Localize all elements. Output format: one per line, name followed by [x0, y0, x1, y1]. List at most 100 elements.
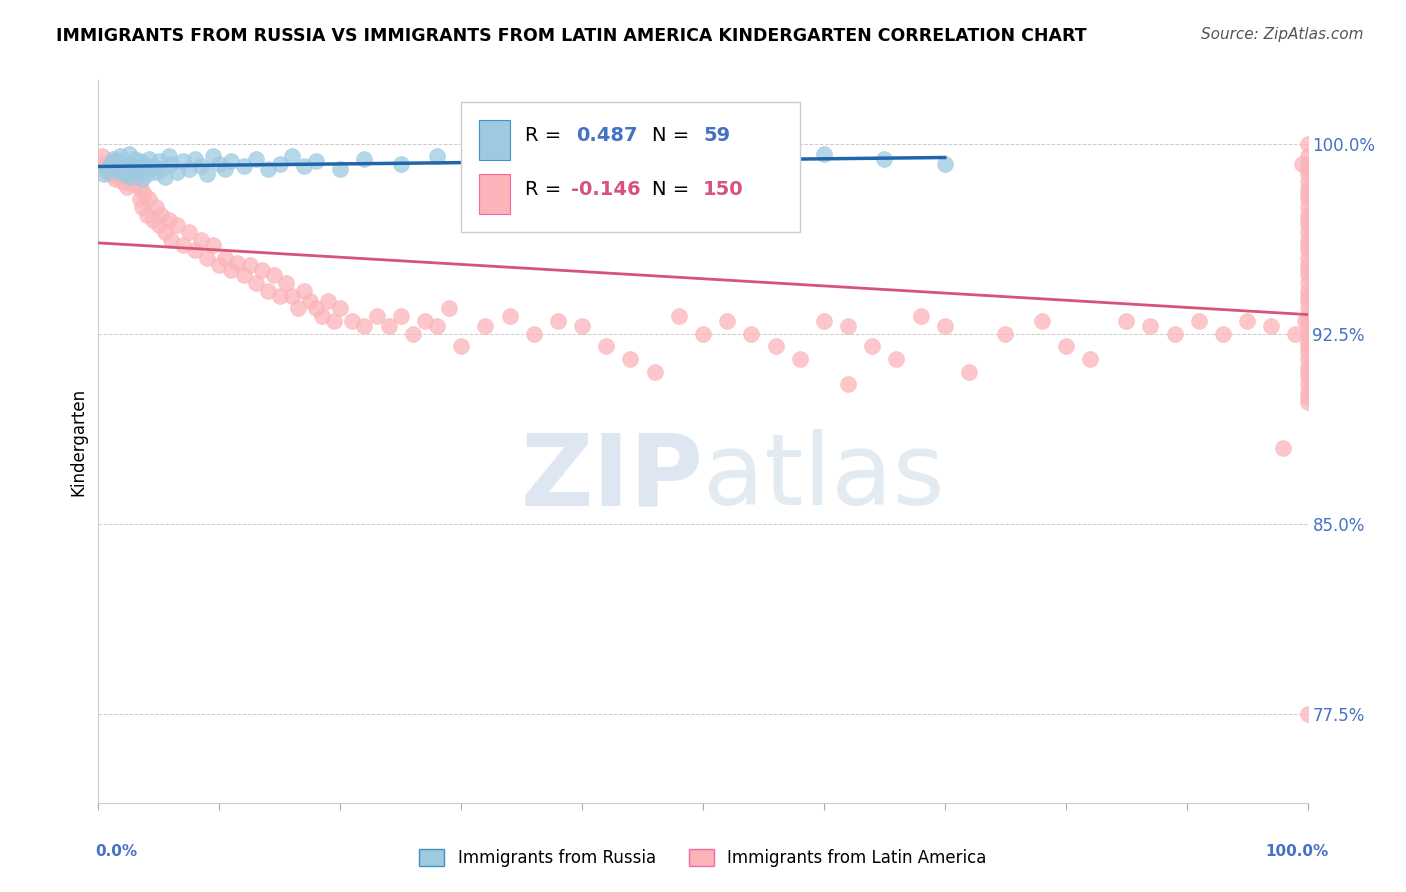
Point: [91, 149, 114, 163]
Text: ZIP: ZIP: [520, 429, 703, 526]
Point: [1078, 352, 1101, 367]
Point: [160, 157, 183, 171]
Point: [105, 161, 128, 176]
Y-axis label: Kindergarten: Kindergarten: [69, 387, 87, 496]
Point: [93, 157, 115, 171]
Point: [118, 146, 141, 161]
Point: [1296, 395, 1319, 409]
Point: [214, 251, 236, 265]
Point: [292, 160, 315, 174]
Point: [127, 164, 149, 178]
Point: [1296, 157, 1319, 171]
Text: N =: N =: [652, 126, 696, 145]
Point: [107, 164, 129, 178]
Point: [1296, 233, 1319, 247]
Point: [107, 169, 129, 184]
Point: [1272, 441, 1295, 455]
Point: [1260, 319, 1282, 334]
Point: [256, 161, 278, 176]
Point: [142, 212, 165, 227]
Point: [1296, 377, 1319, 392]
Point: [105, 154, 128, 169]
Point: [98, 160, 121, 174]
Point: [789, 352, 811, 367]
Point: [157, 212, 180, 227]
Point: [93, 167, 115, 181]
Point: [1296, 238, 1319, 252]
Point: [292, 284, 315, 298]
Point: [1296, 226, 1319, 240]
Point: [1296, 326, 1319, 341]
Text: 0.487: 0.487: [576, 126, 637, 145]
Point: [104, 172, 127, 186]
Point: [128, 154, 150, 169]
Point: [232, 160, 254, 174]
Text: R =: R =: [526, 126, 568, 145]
Point: [377, 319, 399, 334]
Point: [101, 154, 124, 169]
Point: [305, 301, 328, 316]
Point: [111, 175, 134, 189]
Point: [134, 187, 156, 202]
Point: [329, 301, 352, 316]
Point: [426, 319, 449, 334]
Point: [366, 309, 388, 323]
Point: [138, 193, 160, 207]
Point: [619, 352, 641, 367]
Point: [1296, 352, 1319, 367]
Point: [1296, 182, 1319, 196]
Text: 59: 59: [703, 126, 730, 145]
Point: [1296, 263, 1319, 277]
Point: [1296, 344, 1319, 359]
Point: [128, 193, 150, 207]
Point: [389, 157, 412, 171]
Point: [195, 167, 218, 181]
Point: [114, 167, 136, 181]
Point: [124, 152, 146, 166]
Point: [101, 152, 124, 166]
Point: [752, 154, 775, 169]
Point: [323, 314, 346, 328]
Point: [523, 160, 546, 174]
Point: [1296, 309, 1319, 323]
Point: [910, 309, 932, 323]
Point: [1054, 339, 1077, 353]
Point: [195, 251, 218, 265]
Text: N =: N =: [652, 180, 696, 199]
Point: [121, 160, 143, 174]
Point: [389, 309, 412, 323]
Point: [145, 200, 167, 214]
Point: [148, 154, 170, 169]
Point: [114, 161, 136, 176]
Point: [631, 157, 654, 171]
Point: [692, 149, 714, 163]
Point: [245, 152, 267, 166]
Point: [402, 326, 425, 341]
Point: [172, 238, 194, 252]
Point: [117, 179, 139, 194]
Point: [1296, 208, 1319, 222]
Point: [96, 164, 118, 178]
Point: [202, 238, 225, 252]
Point: [274, 276, 297, 290]
Text: 0.0%: 0.0%: [96, 845, 138, 859]
Point: [118, 167, 141, 181]
Point: [1296, 200, 1319, 214]
Point: [1284, 326, 1306, 341]
Point: [571, 319, 593, 334]
Point: [1296, 319, 1319, 334]
Point: [184, 243, 207, 257]
Point: [135, 208, 157, 222]
Point: [256, 284, 278, 298]
Point: [437, 301, 460, 316]
Point: [765, 339, 787, 353]
Point: [1296, 212, 1319, 227]
Point: [692, 326, 714, 341]
FancyBboxPatch shape: [479, 174, 509, 214]
Point: [1296, 243, 1319, 257]
Point: [1296, 301, 1319, 316]
Point: [873, 152, 896, 166]
Point: [118, 169, 141, 184]
Point: [100, 167, 122, 181]
Point: [127, 164, 149, 178]
